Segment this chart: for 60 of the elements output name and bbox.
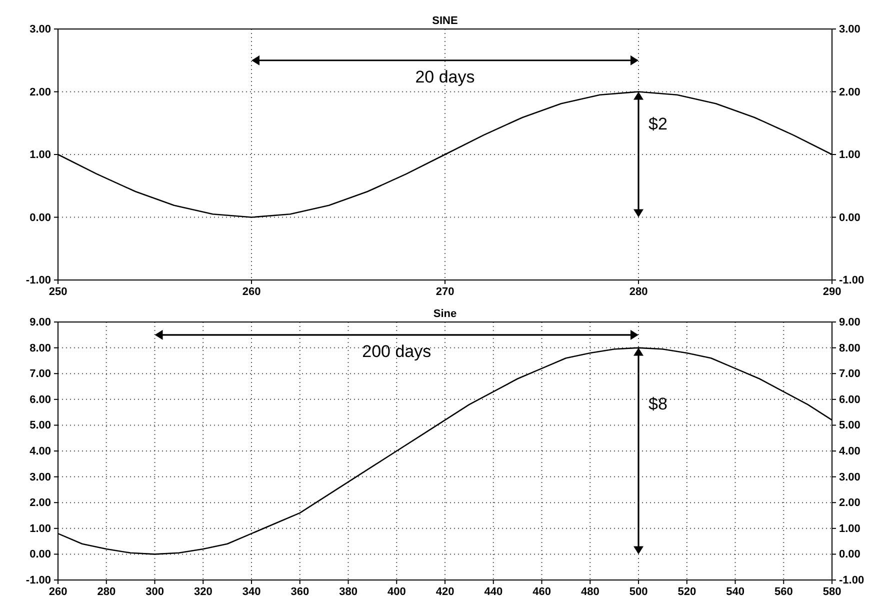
x-tick-label: 380 [339, 586, 358, 598]
y2-tick-label: 2.00 [839, 497, 860, 510]
y2-tick-label: 0.00 [839, 548, 860, 561]
y2-tick-label: 3.00 [839, 24, 860, 36]
x-tick-label: 480 [580, 586, 600, 598]
y-tick-label: 1.00 [30, 522, 51, 535]
x-tick-label: 460 [532, 586, 551, 598]
chart-title: Sine [433, 308, 457, 320]
y2-tick-label: 6.00 [839, 394, 860, 406]
annotation: $2 [648, 114, 668, 134]
x-tick-label: 320 [194, 586, 212, 598]
annotation: 200 days [362, 342, 432, 361]
y2-tick-label: -1.00 [839, 574, 864, 587]
x-tick-label: 540 [726, 586, 744, 598]
x-tick-label: 300 [146, 586, 164, 598]
x-tick-label: 250 [48, 286, 68, 298]
x-tick-label: 280 [629, 286, 648, 298]
x-tick-label: 400 [387, 586, 406, 598]
chart-title: SINE [432, 15, 458, 27]
y-tick-label: 2.00 [30, 497, 51, 510]
x-tick-label: 270 [436, 286, 454, 298]
y2-tick-label: 9.00 [839, 316, 860, 329]
y2-tick-label: 2.00 [839, 86, 860, 98]
y-tick-label: 9.00 [30, 316, 51, 329]
x-tick-label: 260 [48, 586, 68, 598]
annotation: $8 [648, 394, 668, 414]
x-tick-label: 520 [678, 586, 696, 598]
y2-tick-label: 5.00 [839, 420, 860, 432]
y-tick-label: 5.00 [30, 420, 51, 432]
y-tick-label: -1.00 [26, 274, 51, 287]
y2-tick-label: 1.00 [839, 149, 860, 162]
x-tick-label: 440 [484, 586, 503, 598]
y-tick-label: 2.00 [30, 86, 51, 98]
y2-tick-label: 3.00 [839, 471, 860, 484]
y-tick-label: 7.00 [30, 368, 51, 380]
x-tick-label: 560 [774, 586, 793, 598]
y-tick-label: 1.00 [30, 149, 51, 162]
x-tick-label: 360 [290, 586, 310, 598]
y-tick-label: 6.00 [30, 394, 51, 406]
y2-tick-label: 0.00 [839, 212, 860, 224]
x-tick-label: 280 [97, 586, 116, 598]
y-tick-label: 0.00 [30, 548, 51, 561]
y-tick-label: 3.00 [30, 24, 51, 36]
x-tick-label: 340 [242, 586, 261, 598]
y2-tick-label: 4.00 [839, 446, 860, 458]
y-tick-label: 8.00 [30, 342, 51, 354]
y-tick-label: 4.00 [30, 446, 51, 458]
x-tick-label: 290 [822, 286, 842, 298]
x-tick-label: 260 [242, 286, 261, 298]
annotation: 20 days [415, 67, 475, 86]
y2-tick-label: 7.00 [839, 368, 860, 380]
x-tick-label: 580 [822, 586, 842, 598]
x-tick-label: 420 [436, 586, 454, 598]
y-tick-label: 0.00 [30, 212, 51, 224]
y2-tick-label: -1.00 [839, 274, 864, 287]
y-tick-label: -1.00 [26, 574, 51, 587]
y2-tick-label: 1.00 [839, 522, 860, 535]
y2-tick-label: 8.00 [839, 342, 860, 354]
y-tick-label: 3.00 [30, 471, 51, 484]
x-tick-label: 500 [629, 586, 648, 598]
